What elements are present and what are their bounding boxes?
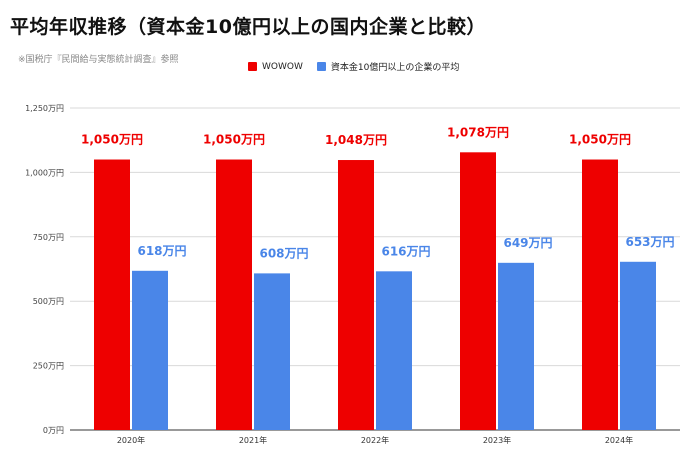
bar-average	[376, 271, 412, 430]
data-label-wowow: 1,048万円	[325, 133, 387, 147]
legend: WOWOW 資本金10億円以上の企業の平均	[248, 60, 459, 73]
y-tick-label: 750万円	[33, 233, 64, 242]
data-label-average: 649万円	[503, 236, 552, 250]
x-tick-label: 2024年	[605, 435, 633, 445]
data-label-wowow: 1,050万円	[203, 133, 265, 147]
bar-average	[620, 261, 656, 430]
chart-title: 平均年収推移（資本金10億円以上の国内企業と比較）	[10, 16, 486, 38]
legend-swatch-average	[316, 62, 326, 71]
data-label-average: 608万円	[259, 246, 308, 260]
y-tick-label: 0万円	[43, 426, 64, 435]
y-tick-label: 1,000万円	[25, 168, 64, 177]
data-label-wowow: 1,078万円	[447, 125, 509, 139]
legend-item-average: 資本金10億円以上の企業の平均	[316, 60, 460, 73]
data-label-wowow: 1,050万円	[569, 133, 631, 147]
legend-label-wowow: WOWOW	[262, 61, 303, 72]
legend-swatch-wowow	[248, 62, 257, 71]
legend-item-wowow: WOWOW	[248, 62, 303, 72]
x-tick-label: 2022年	[361, 435, 389, 445]
source-note: ※国税庁『民間給与実態統計調査』参照	[18, 55, 179, 65]
data-label-wowow: 1,050万円	[81, 133, 143, 147]
data-label-average: 653万円	[625, 235, 674, 249]
data-label-average: 618万円	[137, 244, 186, 258]
data-label-average: 616万円	[381, 244, 430, 258]
bar-average	[132, 270, 168, 430]
bar-average	[254, 273, 290, 430]
y-tick-label: 250万円	[33, 362, 64, 371]
bar-wowow	[460, 152, 496, 431]
y-tick-label: 1,250万円	[25, 104, 64, 113]
y-tick-label: 500万円	[33, 297, 64, 306]
bar-wowow	[216, 159, 252, 430]
x-tick-label: 2020年	[117, 435, 145, 445]
x-tick-label: 2023年	[483, 435, 511, 445]
bar-wowow	[338, 160, 374, 430]
bar-average	[498, 262, 534, 430]
x-tick-label: 2021年	[239, 435, 267, 445]
bar-wowow	[582, 159, 618, 430]
legend-label-average: 資本金10億円以上の企業の平均	[330, 63, 460, 73]
bar-wowow	[94, 159, 130, 430]
